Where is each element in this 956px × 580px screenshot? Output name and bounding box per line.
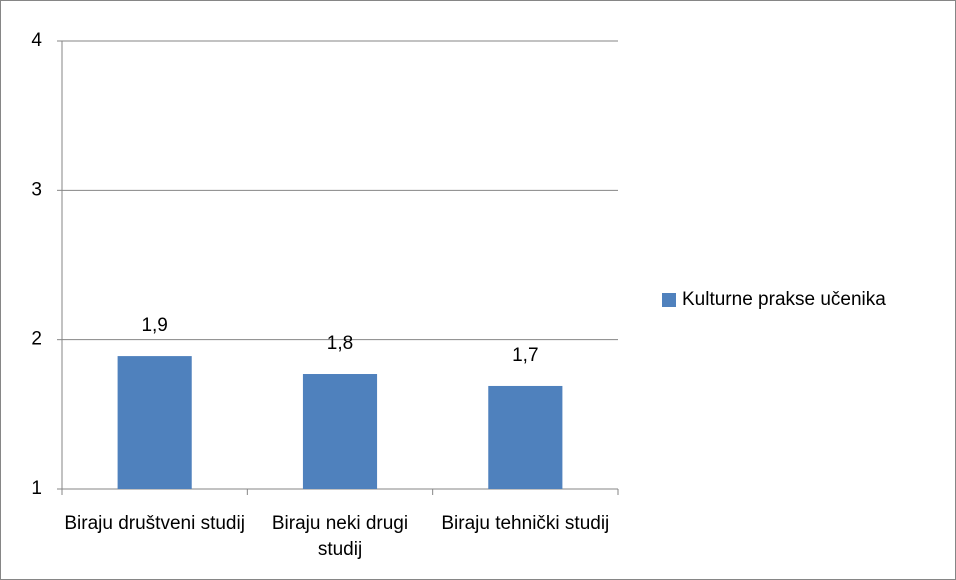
- legend-swatch: [662, 293, 676, 307]
- bar: [302, 374, 378, 489]
- x-tick-label: Biraju neki drugi studij: [271, 513, 409, 560]
- bar: [117, 356, 192, 489]
- data-label: 1,9: [141, 315, 167, 336]
- legend-label: Kulturne prakse učenika: [682, 289, 886, 310]
- data-label: 1,7: [512, 345, 538, 366]
- x-tick-label: Biraju društveni studij: [64, 513, 245, 534]
- y-tick-label: 1: [31, 478, 42, 499]
- data-label: 1,8: [327, 333, 353, 354]
- y-tick-label: 2: [31, 329, 42, 350]
- y-tick-label: 4: [31, 30, 42, 51]
- y-tick-label: 3: [31, 179, 42, 200]
- x-tick-label: Biraju tehnički studij: [441, 513, 610, 534]
- bar: [488, 385, 563, 489]
